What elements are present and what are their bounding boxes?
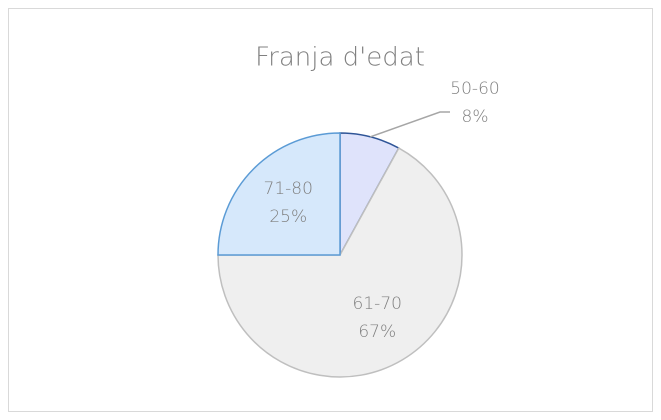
slice-value-label: 67%: [358, 322, 396, 342]
chart-title: Franja d'edat: [255, 43, 425, 73]
leader-line: [370, 111, 450, 138]
slice-value-label: 8%: [462, 107, 489, 127]
slice-category-label: 61-70: [353, 294, 402, 314]
slice-category-label: 50-60: [450, 79, 499, 99]
slice-category-label: 71-80: [264, 179, 313, 199]
slice-value-label: 25%: [269, 207, 307, 227]
pie-slice: [217, 132, 341, 256]
pie-slice: [217, 147, 463, 378]
